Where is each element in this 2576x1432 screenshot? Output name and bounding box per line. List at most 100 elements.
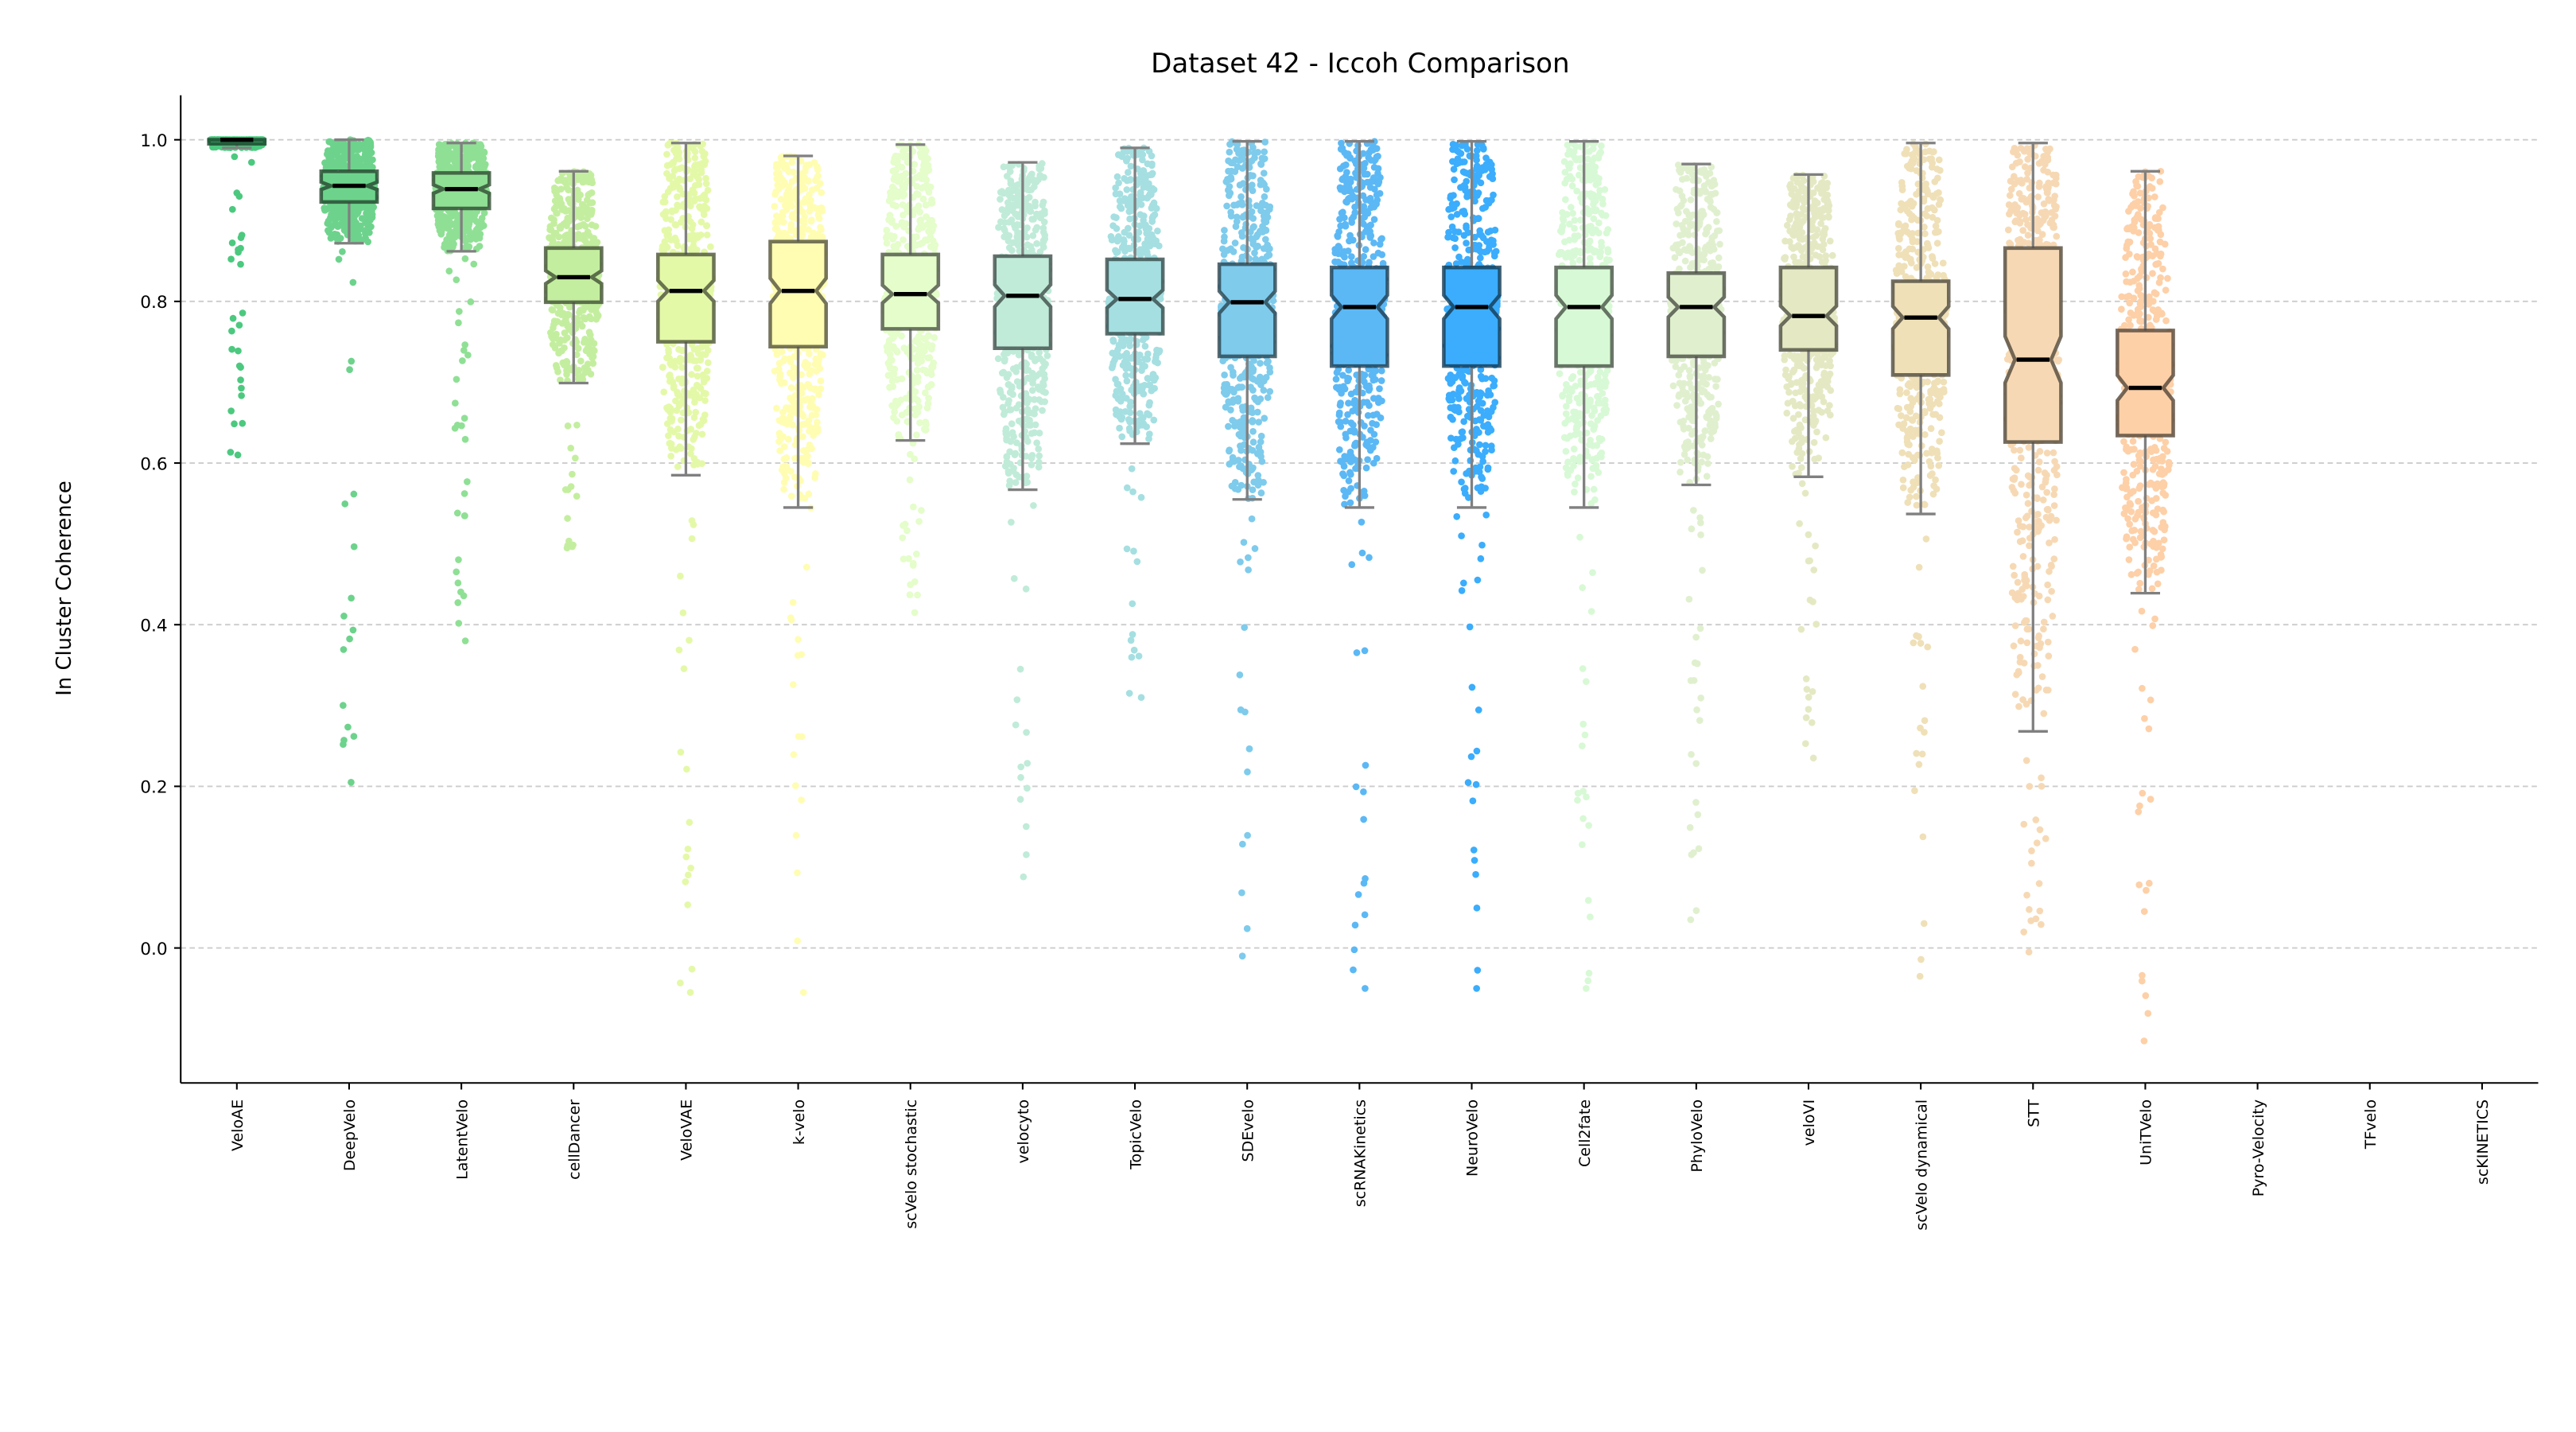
- data-point: [911, 455, 919, 463]
- data-point: [589, 360, 597, 368]
- data-point: [563, 184, 570, 192]
- data-point: [583, 197, 591, 204]
- data-point: [546, 329, 554, 337]
- data-point: [549, 236, 556, 243]
- data-point: [931, 241, 939, 249]
- data-point: [452, 399, 459, 407]
- data-point: [581, 364, 589, 372]
- data-point: [899, 182, 906, 189]
- data-point: [922, 389, 929, 397]
- data-point: [890, 233, 898, 240]
- data-point: [899, 236, 907, 243]
- data-point: [476, 243, 484, 250]
- data-point: [227, 255, 235, 263]
- data-point: [697, 231, 705, 239]
- data-point: [556, 224, 564, 232]
- data-point: [1013, 696, 1021, 703]
- data-point: [691, 181, 699, 189]
- data-point: [676, 358, 683, 366]
- data-point: [808, 204, 816, 212]
- data-point: [799, 989, 807, 996]
- data-point: [666, 355, 674, 362]
- data-point: [686, 819, 694, 826]
- data-point: [461, 512, 468, 519]
- data-point: [909, 559, 917, 567]
- data-point: [340, 646, 348, 653]
- data-point: [676, 392, 683, 399]
- data-point: [363, 154, 371, 161]
- data-point: [893, 376, 901, 383]
- data-point: [564, 515, 571, 522]
- data-point: [1022, 585, 1030, 593]
- data-point: [702, 390, 709, 398]
- data-point: [669, 379, 677, 386]
- data-point: [692, 357, 700, 364]
- data-point: [1009, 365, 1017, 372]
- data-point: [818, 189, 826, 197]
- data-point: [350, 543, 358, 551]
- data-point: [785, 183, 793, 190]
- data-point: [684, 845, 692, 853]
- data-point: [916, 217, 924, 224]
- data-point: [546, 226, 554, 234]
- data-point: [799, 447, 807, 454]
- data-point: [700, 193, 707, 200]
- data-point: [925, 189, 933, 196]
- data-point: [674, 193, 681, 200]
- data-point: [588, 176, 596, 184]
- data-point: [227, 449, 235, 456]
- data-point: [363, 209, 370, 217]
- data-point: [917, 344, 924, 352]
- data-point: [663, 420, 671, 427]
- data-point: [455, 319, 462, 327]
- data-point: [913, 182, 921, 190]
- data-point: [798, 796, 806, 804]
- data-point: [687, 864, 694, 872]
- data-point: [906, 591, 914, 598]
- data-point: [339, 247, 346, 255]
- data-point: [903, 409, 911, 416]
- data-point: [688, 535, 696, 543]
- data-point: [911, 411, 919, 419]
- data-point: [456, 308, 463, 315]
- data-point: [927, 344, 935, 352]
- data-point: [350, 490, 358, 498]
- data-point: [577, 357, 585, 365]
- data-point: [574, 344, 582, 352]
- data-point: [460, 346, 468, 354]
- data-point: [913, 431, 920, 439]
- data-point: [703, 232, 711, 239]
- data-point: [883, 232, 891, 240]
- data-point: [330, 139, 338, 146]
- data-point: [348, 357, 356, 365]
- data-point: [887, 364, 894, 372]
- data-point: [897, 396, 905, 404]
- data-point: [465, 243, 473, 251]
- data-point: [553, 209, 560, 217]
- data-point: [773, 404, 780, 412]
- data-point: [674, 201, 681, 209]
- data-point: [691, 399, 698, 406]
- data-point: [683, 765, 690, 773]
- data-point: [228, 239, 236, 247]
- data-point: [801, 185, 809, 193]
- data-point: [445, 164, 453, 172]
- data-point: [348, 778, 355, 786]
- data-point: [675, 155, 683, 163]
- data-point: [1010, 574, 1018, 582]
- data-point: [682, 853, 690, 861]
- data-point: [788, 158, 796, 166]
- data-point: [900, 344, 908, 352]
- data-point: [701, 161, 709, 169]
- data-point: [321, 159, 328, 166]
- data-point: [554, 240, 562, 248]
- data-point: [779, 414, 787, 422]
- data-point: [798, 390, 806, 397]
- data-point: [460, 490, 468, 497]
- data-point: [663, 161, 671, 169]
- data-point: [772, 224, 780, 232]
- data-point: [569, 470, 576, 478]
- data-point: [332, 214, 340, 222]
- data-point: [480, 209, 488, 217]
